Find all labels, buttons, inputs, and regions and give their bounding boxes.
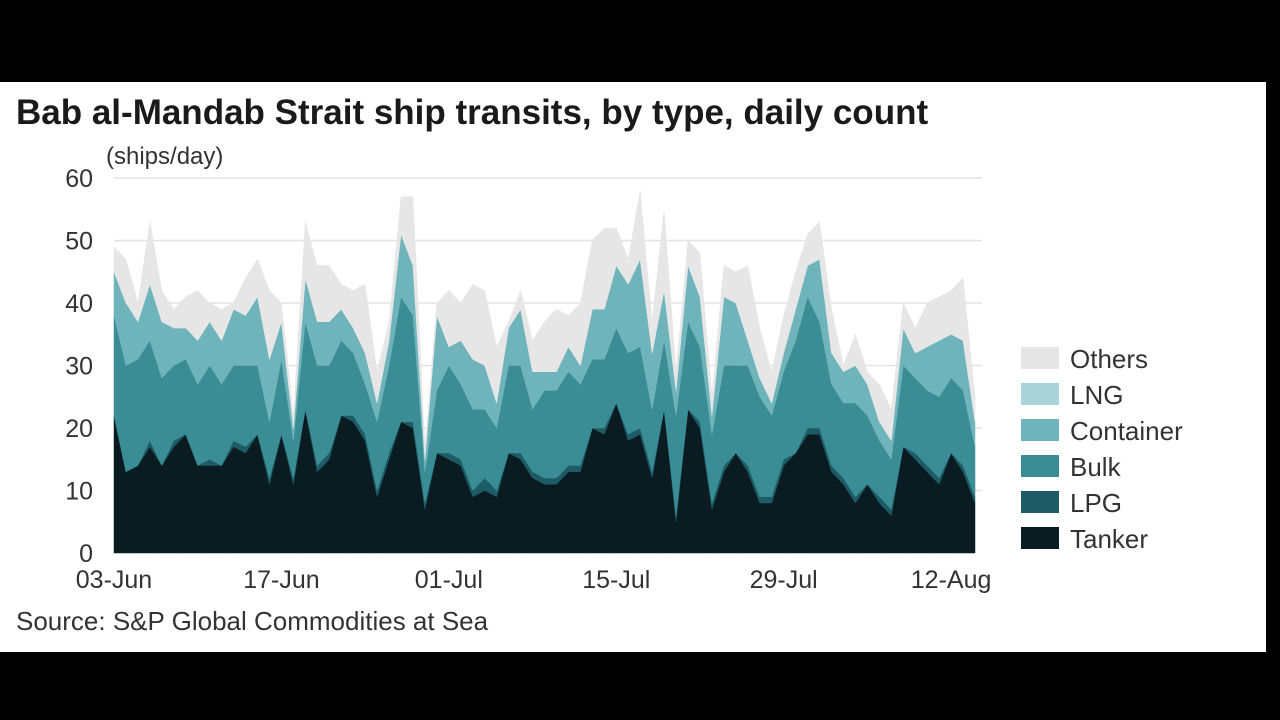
legend-swatch <box>1021 455 1059 477</box>
y-tick-label: 60 <box>65 165 93 193</box>
legend-swatch <box>1021 347 1059 369</box>
legend-item-tanker: Tanker <box>1021 524 1148 554</box>
y-tick-label: 30 <box>65 353 93 381</box>
legend-swatch <box>1021 383 1059 405</box>
chart-title: Bab al-Mandab Strait ship transits, by t… <box>16 93 928 132</box>
legend-item-bulk: Bulk <box>1021 452 1122 482</box>
source-note: Source: S&P Global Commodities at Sea <box>16 606 489 636</box>
legend-label: Tanker <box>1070 524 1148 554</box>
legend-swatch <box>1021 419 1059 441</box>
legend: Others LNG Container Bulk LPG Tanker <box>1021 344 1183 554</box>
legend-label: LPG <box>1070 488 1122 518</box>
legend-label: Others <box>1070 344 1148 374</box>
x-axis-ticks: 03-Jun 17-Jun 01-Jul 15-Jul 29-Jul 12-Aug <box>76 566 992 594</box>
legend-swatch <box>1021 491 1059 513</box>
y-tick-label: 0 <box>79 540 93 568</box>
legend-swatch <box>1021 527 1059 549</box>
y-tick-label: 50 <box>65 228 93 256</box>
y-unit-label: (ships/day) <box>106 143 223 170</box>
legend-item-lng: LNG <box>1021 380 1123 410</box>
y-axis-ticks: 0 10 20 30 40 50 60 <box>65 165 93 568</box>
legend-label: Bulk <box>1070 452 1122 482</box>
stacked-areas <box>113 190 976 554</box>
legend-label: Container <box>1070 416 1183 446</box>
x-tick-label: 29-Jul <box>750 566 818 594</box>
y-tick-label: 40 <box>65 290 93 318</box>
legend-item-others: Others <box>1021 344 1148 374</box>
y-tick-label: 10 <box>65 478 93 506</box>
x-tick-label: 03-Jun <box>76 566 152 594</box>
x-tick-label: 01-Jul <box>415 566 483 594</box>
x-tick-label: 12-Aug <box>911 566 992 594</box>
y-tick-label: 20 <box>65 415 93 443</box>
chart: Bab al-Mandab Strait ship transits, by t… <box>16 93 1183 636</box>
legend-label: LNG <box>1070 380 1123 410</box>
x-tick-label: 17-Jun <box>243 566 319 594</box>
chart-card: Bab al-Mandab Strait ship transits, by t… <box>0 82 1266 652</box>
legend-item-container: Container <box>1021 416 1183 446</box>
x-tick-label: 15-Jul <box>582 566 650 594</box>
area-others <box>113 190 976 460</box>
legend-item-lpg: LPG <box>1021 488 1122 518</box>
